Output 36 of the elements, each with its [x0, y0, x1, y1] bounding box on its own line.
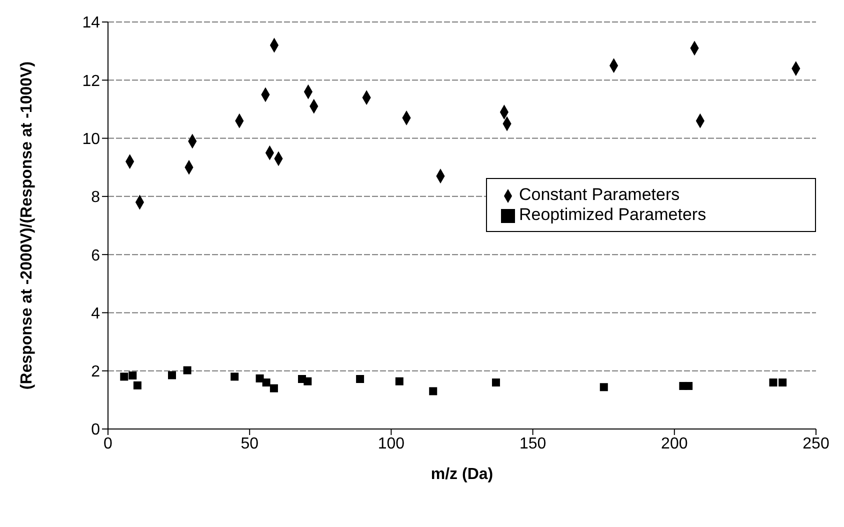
point	[183, 366, 192, 374]
x-tick-label: 250	[802, 435, 830, 452]
point	[600, 383, 608, 392]
point	[168, 371, 176, 380]
point	[133, 381, 142, 390]
x-tick-label: 200	[661, 435, 688, 452]
y-tick-label: 4	[91, 305, 100, 322]
x-tick-label: 50	[240, 435, 259, 452]
x-axis-title: m/z (Da)	[430, 466, 494, 483]
point	[356, 374, 364, 383]
legend-label: Reoptimized Parameters	[519, 205, 706, 224]
point	[270, 384, 278, 392]
point	[684, 382, 693, 390]
point	[492, 378, 500, 386]
point	[256, 374, 264, 382]
point	[262, 378, 270, 386]
y-tick-label: 14	[82, 14, 100, 32]
point	[230, 372, 239, 381]
point	[304, 377, 312, 386]
point	[429, 387, 438, 396]
point	[395, 377, 404, 386]
x-tick-label: 0	[104, 435, 113, 452]
legend-label: Constant Parameters	[519, 185, 680, 204]
point	[128, 372, 137, 380]
y-axis-title: (Response at -2000V)/(Response at -1000V)	[18, 61, 36, 390]
point	[120, 372, 128, 381]
y-tick-label: 2	[91, 364, 100, 381]
y-tick-label: 10	[82, 130, 100, 148]
y-tick-label: 0	[91, 422, 100, 439]
x-tick-label: 100	[378, 435, 405, 452]
point	[769, 378, 778, 386]
x-tick-label: 150	[519, 435, 546, 452]
y-tick-label: 12	[82, 72, 100, 90]
y-tick-label: 8	[91, 189, 100, 206]
point	[778, 378, 787, 386]
y-tick-label: 6	[91, 247, 100, 264]
